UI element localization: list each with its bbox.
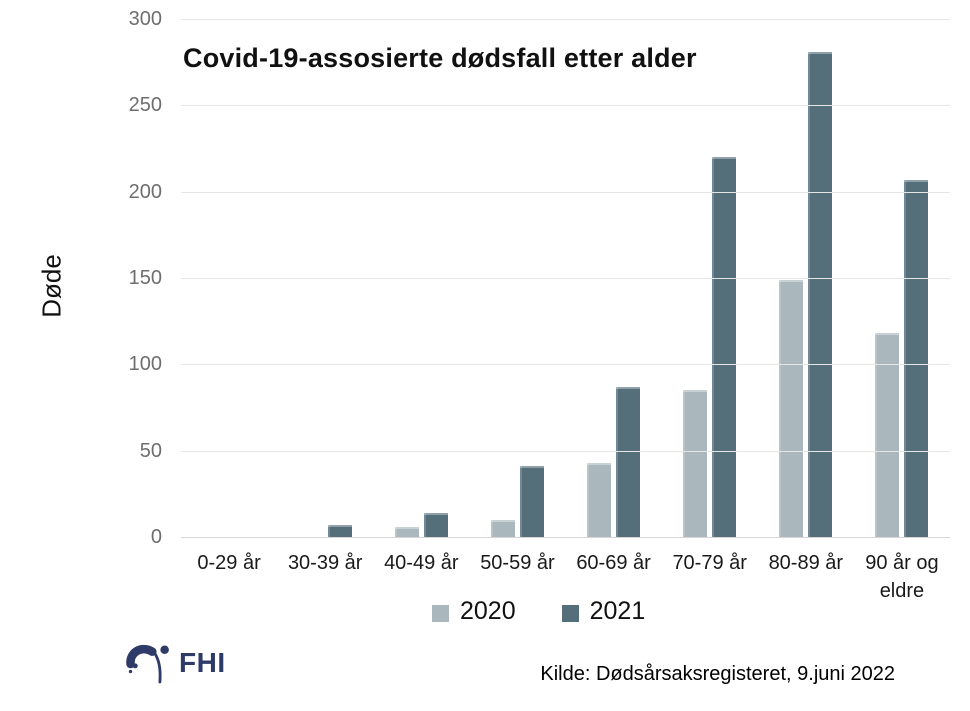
bar-group-30-39-år [277, 19, 373, 537]
bar-2021-40-49-år [423, 512, 448, 537]
y-tick-label-200: 200 [128, 180, 162, 203]
bar-2020-80-89-år [779, 279, 804, 537]
legend-label-2021: 2021 [589, 597, 646, 625]
bar-2021-80-89-år [808, 51, 833, 537]
bar-group-80-89-år [758, 19, 854, 537]
gridline-100 [181, 364, 950, 366]
bar-group-50-59-år [469, 19, 565, 537]
bar-2020-90-år-og-eldre [875, 333, 900, 537]
gridline-250 [181, 105, 950, 107]
x-label-50-59-år: 50-59 år [480, 552, 555, 574]
gridline-0 [181, 537, 950, 538]
gridline-50 [181, 450, 950, 452]
bar-2021-90-år-og-eldre [904, 179, 929, 537]
source-text: Kilde: Dødsårsaksregisteret, 9.juni 2022 [540, 663, 895, 685]
bar-group-70-79-år [662, 19, 758, 537]
y-tick-label-50: 50 [139, 439, 162, 462]
bar-groups [181, 19, 950, 537]
chart-title: Covid-19-assosierte dødsfall etter alder [183, 43, 697, 73]
bar-2020-40-49-år [394, 526, 419, 537]
bar-group-90-år-og-eldre [854, 19, 950, 537]
plot-area [181, 19, 950, 538]
fhi-logo: FHI [122, 640, 226, 686]
gridline-150 [181, 278, 950, 279]
y-tick-label-150: 150 [128, 267, 162, 289]
x-label-60-69-år: 60-69 år [576, 552, 651, 574]
bar-group-60-69-år [566, 19, 662, 537]
bar-2020-70-79-år [683, 390, 708, 537]
y-tick-label-300: 300 [128, 8, 162, 30]
legend-item-2020: 2020 [432, 597, 516, 626]
y-tick-label-100: 100 [128, 353, 162, 376]
bar-2020-50-59-år [490, 519, 515, 537]
legend-label-2020: 2020 [460, 597, 516, 625]
y-tick-label-0: 0 [150, 526, 162, 548]
x-label-40-49-år: 40-49 år [384, 552, 459, 574]
gridline-300 [181, 19, 950, 20]
bar-2021-60-69-år [616, 386, 641, 537]
legend-swatch-2021 [561, 604, 579, 622]
x-axis-labels: 0-29 år 30-39 år 40-49 år 50-59 år 60-69 år 7… [181, 549, 950, 605]
legend-swatch-2020 [432, 604, 449, 622]
bar-2021-30-39-år [327, 524, 352, 537]
x-label-30-39-år: 30-39 år [287, 552, 363, 574]
bar-2021-70-79-år [712, 157, 737, 537]
x-label-90-år-og-eldre: 90 år og eldre [865, 552, 939, 602]
x-label-0-29-år: 0-29 år [197, 552, 261, 574]
bar-2020-60-69-år [587, 462, 612, 537]
bar-2021-50-59-år [519, 466, 544, 537]
fhi-logo-text: FHI [179, 647, 226, 678]
bar-group-40-49-år [373, 19, 469, 537]
legend-item-2021: 2021 [561, 597, 646, 626]
x-label-70-79-år: 70-79 år [672, 552, 747, 574]
x-label-80-89-år: 80-89 år [768, 552, 844, 574]
gridline-200 [181, 191, 950, 193]
fhi-swoosh-icon [126, 644, 169, 684]
legend: 2020 2021 [432, 597, 645, 626]
y-tick-label-250: 250 [128, 94, 162, 117]
